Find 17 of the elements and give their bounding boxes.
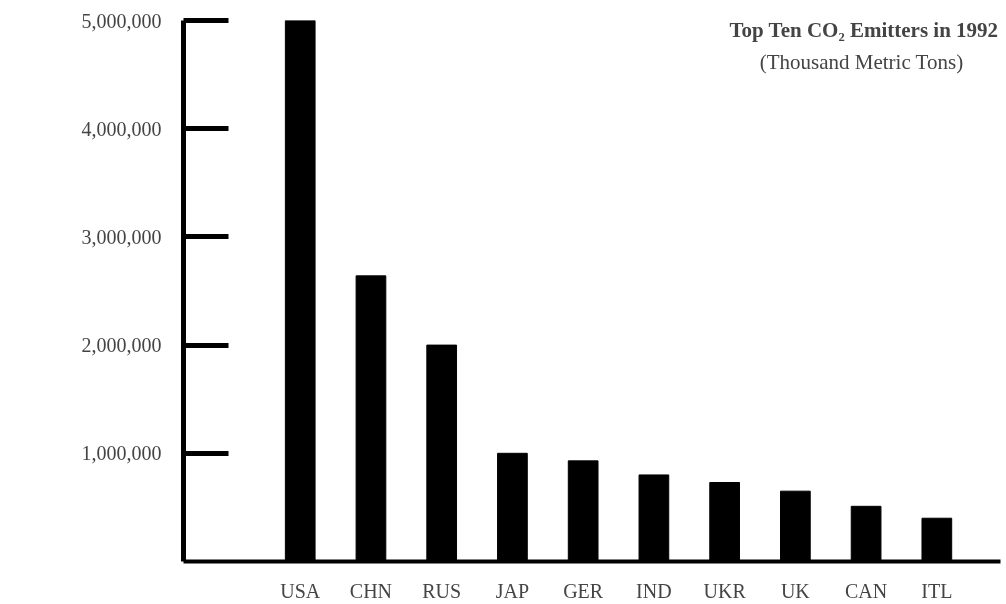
text: (Thousand Metric Tons): [759, 49, 964, 74]
y-tick-label: 2,000,000: [81, 334, 162, 357]
x-tick-label: USA: [280, 579, 321, 602]
y-tick-label: 4,000,000: [81, 117, 162, 140]
x-tick-label: JAP: [495, 579, 530, 602]
y-tick-label: 3,000,000: [81, 225, 162, 248]
x-tick-label: UK: [780, 579, 811, 602]
x-tick-label: GER: [563, 579, 604, 602]
x-tick-label: IND: [636, 579, 672, 602]
x-tick-label: CAN: [844, 579, 888, 602]
x-tick-label: UKR: [703, 579, 747, 602]
x-tick-label: RUS: [422, 579, 462, 602]
chart-title: Top Ten CO₂ Emitters in 1992: [729, 17, 999, 42]
y-tick-label: 5,000,000: [81, 9, 162, 32]
x-tick-label: ITL: [921, 579, 953, 602]
x-tick-label: CHN: [349, 579, 393, 602]
y-tick-label: 1,000,000: [81, 442, 162, 465]
